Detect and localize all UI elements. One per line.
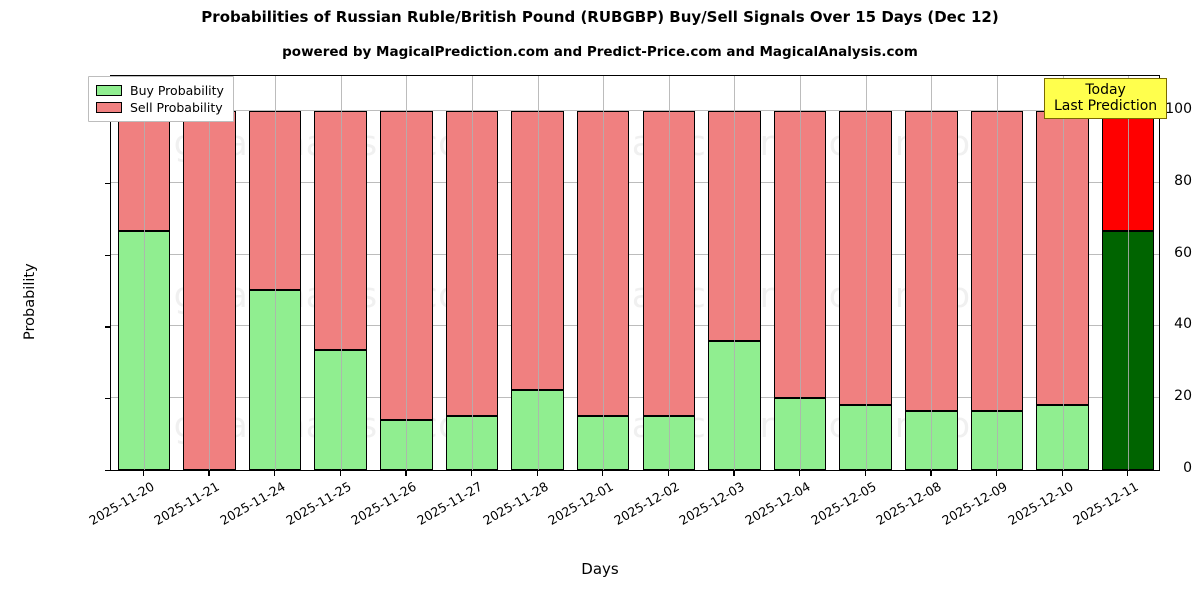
x-tick-mark-2025-12-01 — [602, 471, 604, 476]
legend-label-sell: Sell Probability — [130, 100, 223, 115]
y-axis-label: Probability — [22, 263, 38, 340]
gridline-x-2025-12-09 — [996, 76, 998, 470]
y-tick-label-20: 20 — [1174, 388, 1192, 405]
legend-swatch-sell — [96, 102, 122, 113]
x-tick-label-2025-12-05: 2025-12-05 — [808, 478, 879, 528]
x-tick-label-2025-12-02: 2025-12-02 — [611, 478, 682, 528]
legend-label-buy: Buy Probability — [130, 83, 224, 98]
x-tick-mark-2025-12-03 — [733, 471, 735, 476]
plot-area: MagicalAnalysis.comMagicalPrediction.com… — [110, 75, 1160, 471]
y-tick-mark-20 — [105, 398, 110, 400]
gridline-x-2025-11-26 — [406, 76, 408, 470]
gridline-x-2025-11-21 — [209, 76, 211, 470]
x-tick-label-2025-11-26: 2025-11-26 — [348, 478, 420, 528]
x-tick-label-2025-11-21: 2025-11-21 — [151, 478, 223, 528]
gridline-x-2025-11-27 — [471, 76, 473, 470]
x-tick-mark-2025-11-25 — [339, 471, 341, 476]
x-tick-label-2025-11-25: 2025-11-25 — [283, 478, 354, 528]
x-tick-label-2025-11-27: 2025-11-27 — [414, 478, 485, 528]
gridline-x-2025-12-04 — [800, 76, 802, 470]
x-tick-mark-2025-11-26 — [405, 471, 407, 476]
x-tick-mark-2025-11-28 — [536, 471, 538, 476]
x-tick-label-2025-12-01: 2025-12-01 — [545, 478, 616, 528]
chart-title: Probabilities of Russian Ruble/British P… — [201, 8, 999, 26]
gridline-x-2025-12-03 — [734, 76, 736, 470]
x-tick-mark-2025-12-05 — [864, 471, 866, 476]
legend-item-buy: Buy Probability — [96, 82, 224, 99]
watermark: MagicalAnalysis.com — [121, 406, 495, 446]
x-tick-mark-2025-12-04 — [799, 471, 801, 476]
gridline-x-2025-12-05 — [865, 76, 867, 470]
gridline-x-2025-12-10 — [1062, 76, 1064, 470]
chart-legend: Buy Probability Sell Probability — [88, 76, 234, 122]
gridline-x-2025-11-25 — [340, 76, 342, 470]
x-tick-label-2025-12-03: 2025-12-03 — [676, 478, 748, 528]
x-tick-mark-2025-11-20 — [142, 471, 144, 476]
x-tick-label-2025-11-28: 2025-11-28 — [479, 478, 551, 528]
x-tick-label-2025-12-04: 2025-12-04 — [742, 478, 813, 528]
y-tick-label-100: 100 — [1165, 100, 1192, 117]
gridline-x-2025-12-01 — [603, 76, 605, 470]
legend-swatch-buy — [96, 85, 122, 96]
y-tick-label-80: 80 — [1174, 172, 1192, 189]
y-tick-label-0: 0 — [1183, 460, 1192, 476]
x-tick-mark-2025-11-24 — [274, 471, 276, 476]
y-tick-mark-60 — [105, 254, 110, 256]
x-tick-mark-2025-11-21 — [208, 471, 210, 476]
gridline-x-2025-11-24 — [275, 76, 277, 470]
today-annotation-line1: Today — [1085, 82, 1126, 98]
gridline-x-2025-12-02 — [668, 76, 670, 470]
watermark: MagicalAnalysis.com — [121, 276, 495, 316]
today-annotation: Today Last Prediction — [1044, 78, 1168, 120]
x-tick-mark-2025-12-10 — [1061, 471, 1063, 476]
gridline-y-100 — [111, 109, 1159, 111]
x-tick-label-2025-12-08: 2025-12-08 — [873, 478, 945, 528]
x-tick-mark-2025-12-02 — [667, 471, 669, 476]
y-tick-mark-80 — [105, 182, 110, 184]
gridline-y-60 — [111, 253, 1159, 255]
gridline-y-40 — [111, 325, 1159, 327]
gridline-x-2025-11-28 — [537, 76, 539, 470]
x-tick-mark-2025-12-11 — [1127, 471, 1129, 476]
gridline-y-20 — [111, 397, 1159, 399]
y-tick-mark-40 — [105, 326, 110, 328]
x-axis-label: Days — [581, 560, 619, 578]
watermark: MagicalAnalysis.com — [121, 124, 495, 164]
y-tick-label-40: 40 — [1174, 316, 1192, 333]
y-tick-label-60: 60 — [1174, 244, 1192, 261]
x-tick-mark-2025-11-27 — [470, 471, 473, 476]
legend-item-sell: Sell Probability — [96, 99, 224, 116]
y-tick-mark-0 — [105, 470, 110, 472]
today-annotation-line2: Last Prediction — [1054, 98, 1158, 115]
x-tick-mark-2025-12-09 — [995, 471, 998, 476]
x-tick-label-2025-12-09: 2025-12-09 — [939, 478, 1010, 528]
x-tick-label-2025-12-10: 2025-12-10 — [1004, 478, 1076, 528]
x-tick-mark-2025-12-08 — [930, 471, 932, 476]
x-tick-label-2025-11-24: 2025-11-24 — [217, 478, 288, 528]
gridline-x-2025-12-08 — [931, 76, 933, 470]
gridline-x-2025-11-20 — [143, 76, 145, 470]
chart-subtitle: powered by MagicalPrediction.com and Pre… — [282, 44, 918, 60]
gridline-x-2025-12-11 — [1128, 76, 1130, 470]
gridline-y-80 — [111, 181, 1159, 183]
x-tick-label-2025-11-20: 2025-11-20 — [86, 478, 157, 528]
x-tick-label-2025-12-11: 2025-12-11 — [1070, 478, 1141, 528]
